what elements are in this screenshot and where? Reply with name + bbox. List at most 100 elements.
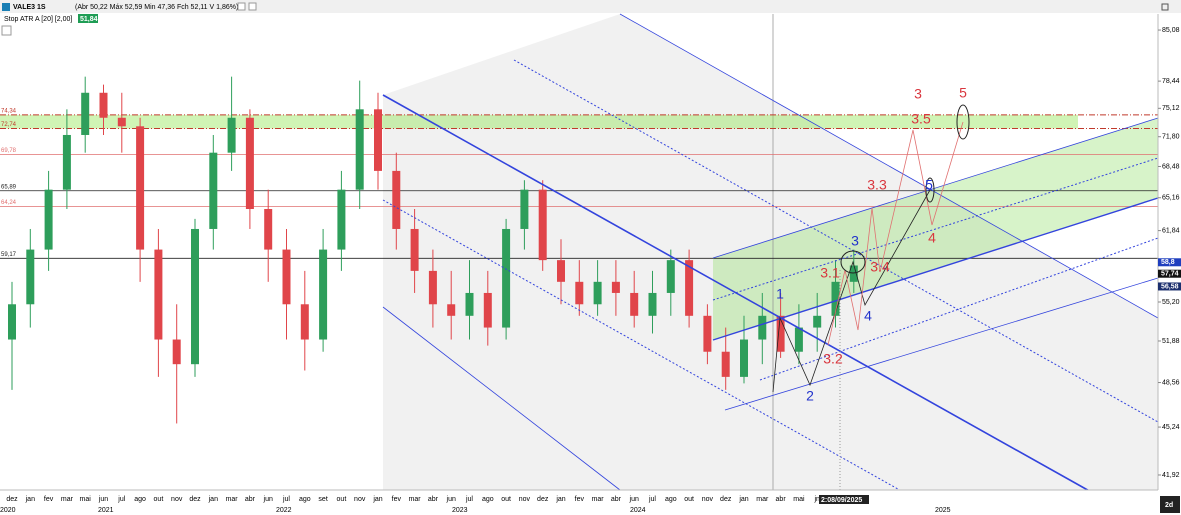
candle-body bbox=[337, 189, 346, 250]
wave-label: 3 bbox=[851, 233, 859, 249]
candle-body bbox=[44, 189, 53, 250]
x-tick-label: jun bbox=[446, 496, 456, 503]
candle-body bbox=[849, 265, 858, 282]
candle-body bbox=[758, 315, 767, 340]
shaded-region bbox=[383, 14, 1158, 490]
trendline bbox=[382, 94, 1094, 494]
candle-body bbox=[447, 304, 456, 316]
y-tick-label: 75,12 bbox=[1162, 105, 1180, 112]
wave-path bbox=[772, 189, 931, 393]
wave-label: 3.5 bbox=[911, 111, 931, 127]
indicator: Stop ATR A [20] [2,00] bbox=[4, 16, 72, 23]
candle-body bbox=[611, 281, 620, 293]
x-tick-label: ago bbox=[665, 496, 677, 503]
candle-body bbox=[172, 339, 181, 365]
candle-body bbox=[374, 109, 382, 171]
candles bbox=[8, 76, 858, 424]
x-tick-label: jul bbox=[648, 496, 656, 503]
candle-body bbox=[776, 315, 785, 352]
price-marker-label: 57,74 bbox=[1161, 271, 1179, 278]
candle-body bbox=[264, 209, 273, 250]
candle-body bbox=[630, 292, 639, 316]
wave-label: 4 bbox=[928, 230, 936, 246]
x-tick-label: mar bbox=[592, 496, 605, 503]
y-tick-label: 61,84 bbox=[1162, 227, 1180, 234]
collapse-button[interactable] bbox=[1, 25, 12, 36]
trendline bbox=[513, 59, 1159, 423]
y-tick-label: 65,16 bbox=[1162, 195, 1180, 202]
x-tick-label: jun bbox=[263, 496, 273, 503]
x-axis: dez jan fev mar mai jun jul ago out nov dez jan mar a… bbox=[0, 496, 951, 514]
symbol: VALE3 1S bbox=[13, 4, 46, 11]
channel-line bbox=[712, 157, 1159, 301]
candle-body bbox=[703, 315, 712, 352]
x-tick-label: mar bbox=[409, 496, 422, 503]
y-tick-label: 78,44 bbox=[1162, 78, 1180, 85]
wave-label: 4 bbox=[864, 308, 872, 324]
candle-body bbox=[831, 281, 840, 316]
button[interactable] bbox=[248, 2, 257, 11]
candle-body bbox=[410, 228, 419, 271]
trendline bbox=[382, 306, 621, 491]
x-tick-label: abr bbox=[611, 496, 622, 503]
x-tick-label: mar bbox=[756, 496, 769, 503]
candle-body bbox=[392, 170, 401, 229]
level-label: 69,78 bbox=[1, 148, 17, 154]
y-tick-label: 71,80 bbox=[1162, 134, 1180, 141]
timeframe[interactable]: 2d bbox=[1165, 502, 1173, 509]
x-tick-label: jan bbox=[372, 496, 382, 503]
candle-body bbox=[557, 260, 565, 282]
level-label: 59,17 bbox=[1, 252, 17, 258]
wave-label: 3.3 bbox=[867, 177, 887, 193]
window-button[interactable] bbox=[1161, 3, 1169, 11]
x-tick-label: nov bbox=[354, 496, 366, 503]
year-label: 2024 bbox=[630, 507, 646, 514]
candle-body bbox=[355, 109, 364, 190]
candle-body bbox=[154, 249, 163, 340]
y-tick-label: 41,92 bbox=[1162, 472, 1180, 479]
x-tick-label: dez bbox=[189, 496, 201, 503]
wave-label: 5 bbox=[959, 85, 967, 101]
level-label: 64,24 bbox=[1, 200, 17, 206]
price-marker bbox=[1158, 258, 1181, 267]
x-tick-label: nov bbox=[519, 496, 531, 503]
x-tick-label: dez bbox=[537, 496, 549, 503]
x-tick-label: nov bbox=[171, 496, 183, 503]
candle-body bbox=[648, 292, 657, 316]
year-label: 2020 bbox=[0, 507, 16, 514]
date-tooltip bbox=[819, 495, 869, 504]
x-tick-label: mar bbox=[61, 496, 74, 503]
candle-body bbox=[245, 117, 254, 210]
annotations: 1 2 3 4 5 3 5 3.5 3.3 3.1 3.4 3.2 4 bbox=[776, 85, 967, 404]
x-tick-label: abr bbox=[428, 496, 439, 503]
channel-line bbox=[724, 277, 1159, 411]
x-tick-label: fev bbox=[575, 496, 585, 503]
candle-body bbox=[209, 152, 218, 229]
x-tick-label: jan bbox=[208, 496, 218, 503]
x-tick-label: nov bbox=[702, 496, 714, 503]
candle-body bbox=[117, 117, 126, 127]
x-tick-label: mai bbox=[80, 496, 92, 503]
x-tick-label: jn bbox=[813, 496, 820, 503]
candle-body bbox=[191, 228, 199, 365]
timeframe-box[interactable] bbox=[1160, 496, 1180, 513]
candle-body bbox=[685, 260, 694, 316]
level-label: 74,34 bbox=[1, 108, 17, 114]
x-tick-label: ago bbox=[134, 496, 146, 503]
channel-line bbox=[712, 117, 1159, 259]
level-label: 72,74 bbox=[1, 122, 17, 128]
y-tick-label: 68,48 bbox=[1162, 163, 1180, 170]
candle-body bbox=[26, 249, 35, 305]
x-tick-label: jan bbox=[555, 496, 565, 503]
candle-body bbox=[319, 249, 328, 340]
y-tick-label: 85,08 bbox=[1162, 27, 1180, 34]
candle-body bbox=[502, 228, 511, 328]
candle-body bbox=[227, 117, 236, 153]
channel-line bbox=[759, 237, 1159, 381]
price-marker bbox=[1158, 282, 1181, 291]
x-tick-label: jun bbox=[629, 496, 639, 503]
year-label: 2023 bbox=[452, 507, 468, 514]
button[interactable] bbox=[237, 2, 246, 11]
candle-body bbox=[8, 304, 16, 340]
